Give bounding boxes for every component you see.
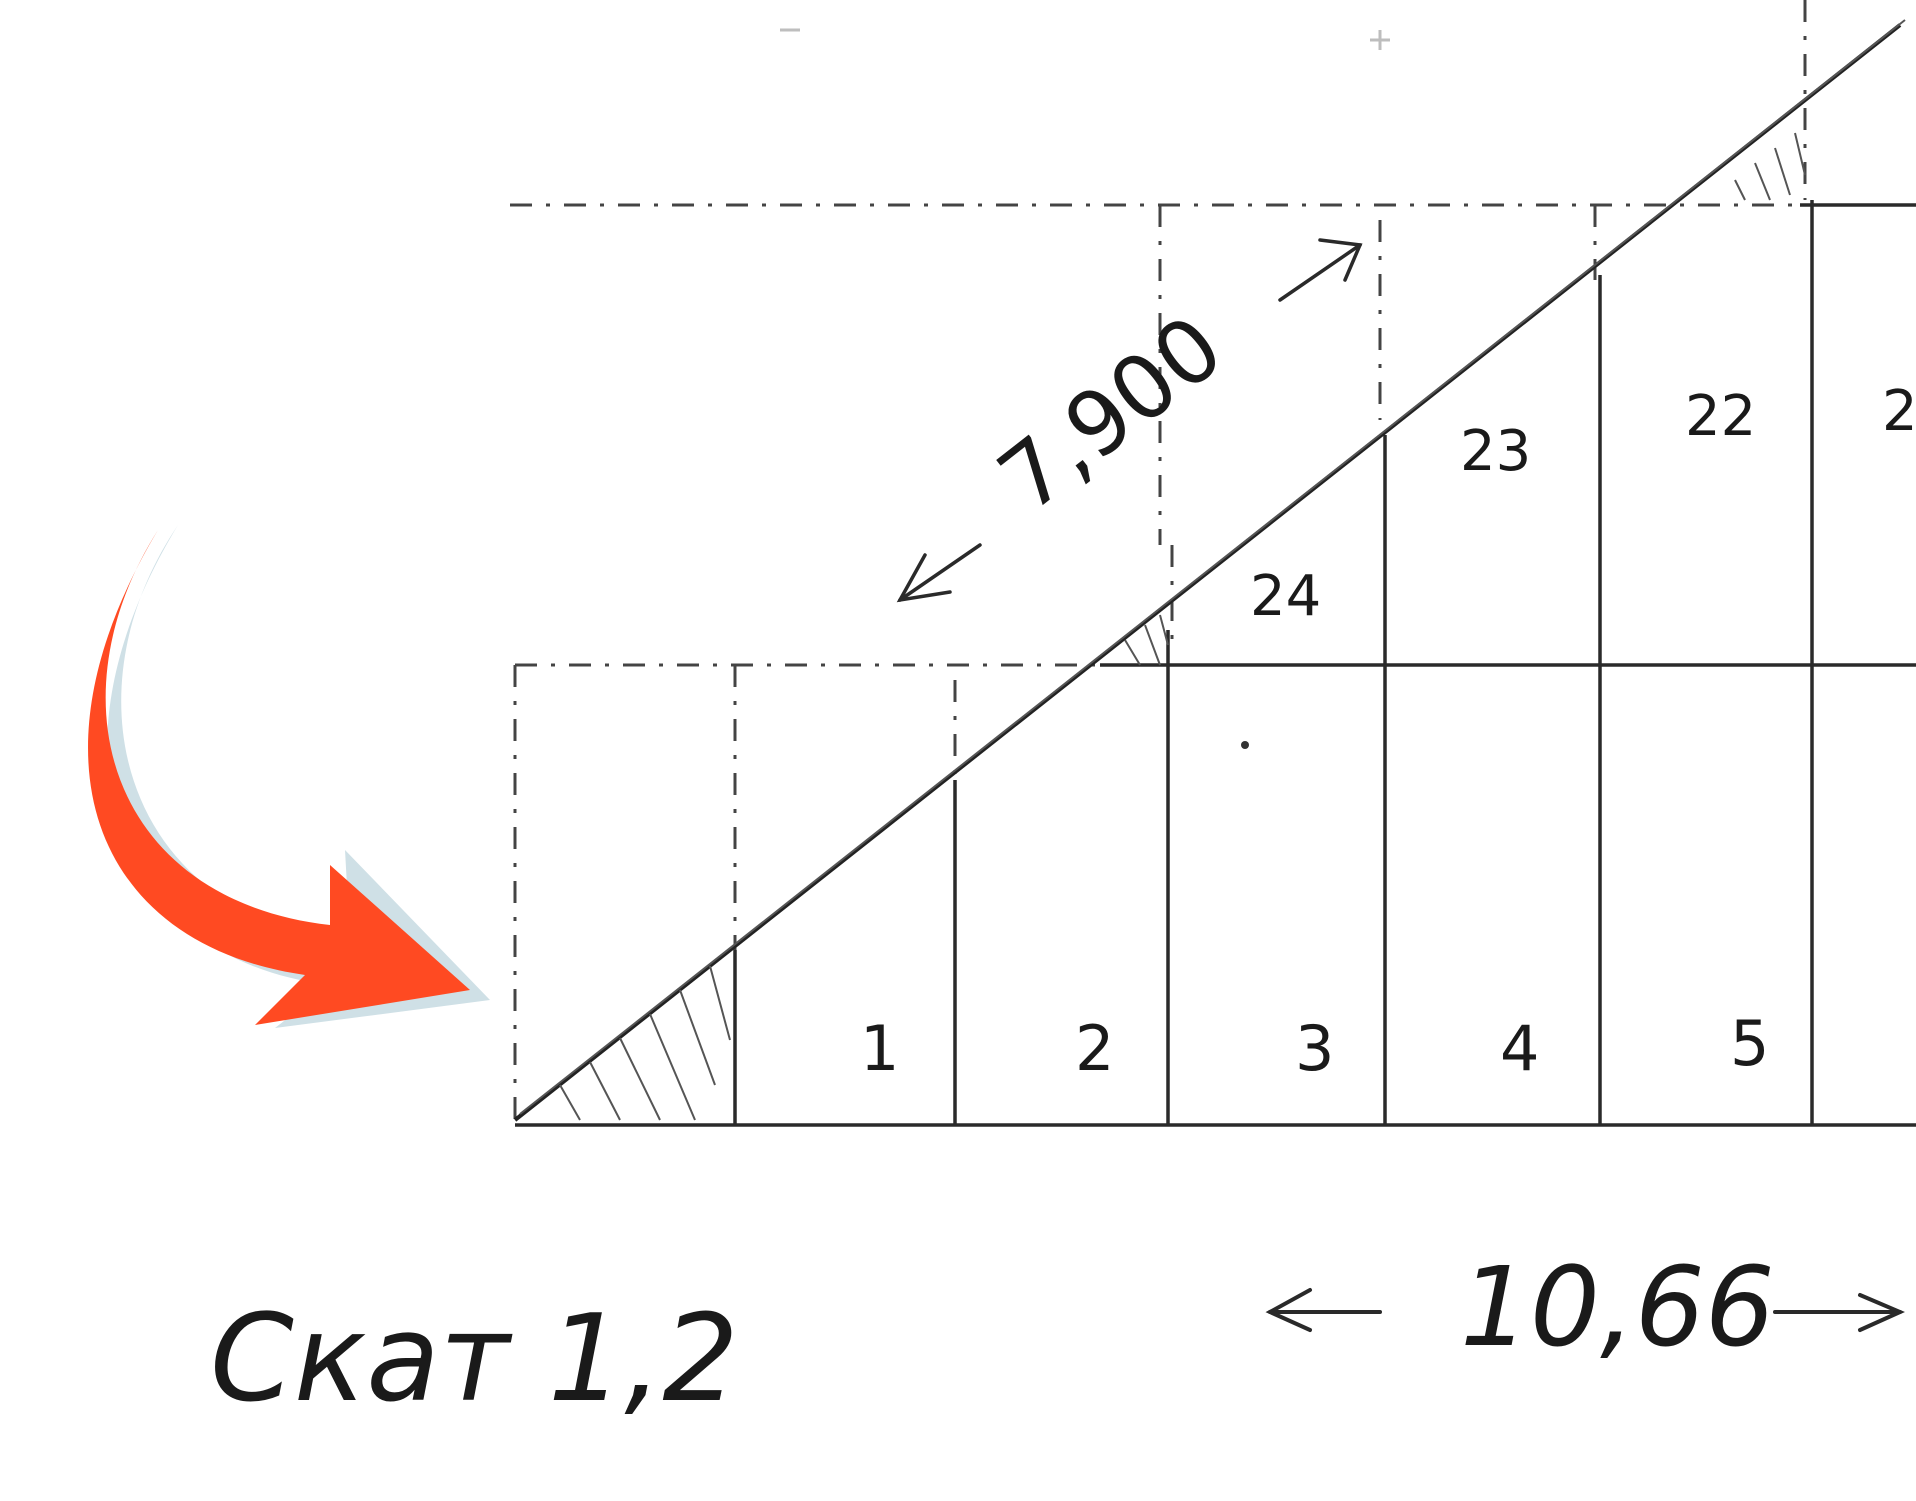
roof-slope-line <box>513 19 1906 1122</box>
panel-number: 23 <box>1460 419 1531 484</box>
slope-length-label: 7,900 <box>980 295 1242 531</box>
panel-number: 2 <box>1882 379 1916 444</box>
hatch-left <box>559 965 731 1121</box>
panel-number: 1 <box>860 1012 899 1085</box>
dashed-grid <box>510 0 1916 1120</box>
panel-number: 4 <box>1500 1012 1539 1085</box>
slope-dimension-arrows <box>896 238 1363 603</box>
pencil-dot <box>1241 741 1249 749</box>
background-tick-marks <box>780 28 1390 50</box>
callout-arrow-icon <box>88 525 490 1028</box>
panel-number: 3 <box>1295 1012 1334 1085</box>
panel-number: 5 <box>1730 1007 1769 1080</box>
solid-grid <box>515 200 1916 1127</box>
hatch-top <box>1734 132 1806 201</box>
slope-title: Скат 1,2 <box>210 1290 739 1429</box>
panel-number: 22 <box>1685 384 1756 449</box>
bottom-row-numbers: 1 2 3 4 5 <box>860 1007 1769 1085</box>
panel-number: 2 <box>1075 1012 1114 1085</box>
callout-arrow-body <box>88 530 470 1025</box>
hatch-middle <box>1124 614 1169 666</box>
span-length-label: 10,66 <box>1460 1243 1775 1371</box>
span-dimension-arrows <box>1265 1288 1905 1332</box>
panel-number: 24 <box>1250 564 1321 629</box>
upper-row-numbers: 24 23 22 2 <box>1250 379 1916 629</box>
